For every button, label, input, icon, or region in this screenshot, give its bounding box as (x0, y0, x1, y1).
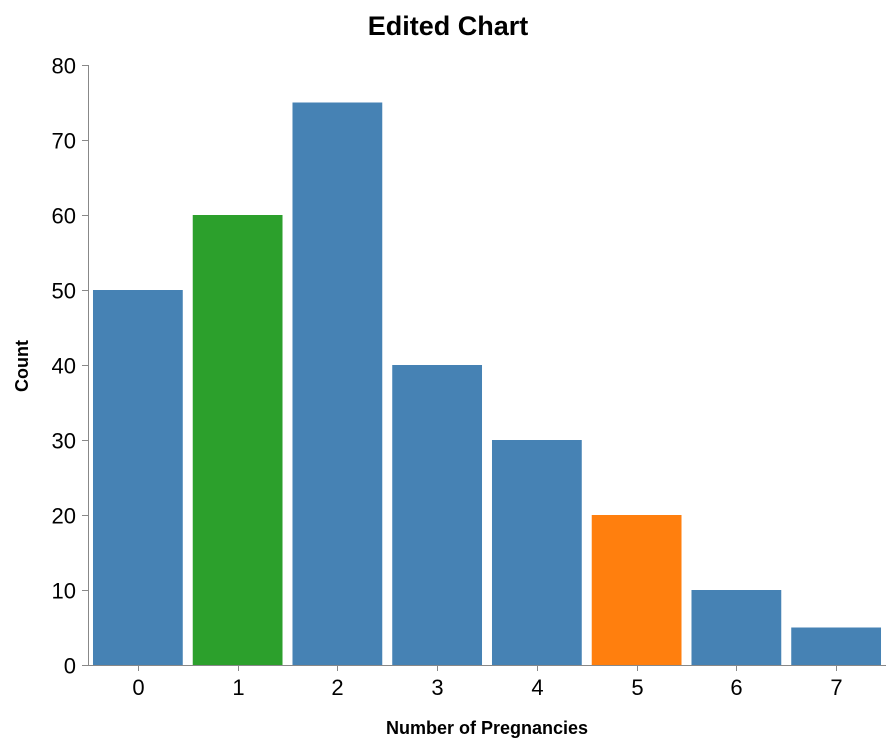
bar-3 (392, 365, 483, 665)
y-tick-label: 80 (52, 54, 76, 79)
bar-7 (791, 627, 882, 665)
bar-6 (691, 590, 782, 665)
bar-4 (491, 440, 582, 665)
y-axis-title: Count (12, 340, 32, 392)
x-tick-label: 3 (431, 675, 443, 700)
y-tick-label: 30 (52, 429, 76, 454)
x-axis: 0 1 2 3 4 5 6 7 (88, 665, 886, 700)
y-tick-label: 0 (64, 654, 76, 679)
bar-5 (591, 515, 682, 665)
x-axis-title: Number of Pregnancies (386, 718, 588, 738)
x-tick-label: 0 (132, 675, 144, 700)
x-tick-label: 4 (531, 675, 543, 700)
y-tick-label: 70 (52, 129, 76, 154)
y-tick-label: 60 (52, 204, 76, 229)
y-axis: 0 10 20 30 40 50 60 70 80 (52, 54, 89, 679)
y-tick-label: 10 (52, 579, 76, 604)
x-tick-label: 2 (331, 675, 343, 700)
bars-group (92, 102, 882, 665)
bar-1 (192, 215, 283, 665)
y-tick-label: 50 (52, 279, 76, 304)
x-tick-label: 6 (730, 675, 742, 700)
y-tick-label: 20 (52, 504, 76, 529)
y-tick-label: 40 (52, 354, 76, 379)
x-tick-label: 5 (631, 675, 643, 700)
chart-title: Edited Chart (368, 11, 529, 41)
x-tick-label: 1 (232, 675, 244, 700)
bar-0 (92, 290, 183, 665)
x-tick-label: 7 (830, 675, 842, 700)
bar-2 (292, 102, 383, 665)
